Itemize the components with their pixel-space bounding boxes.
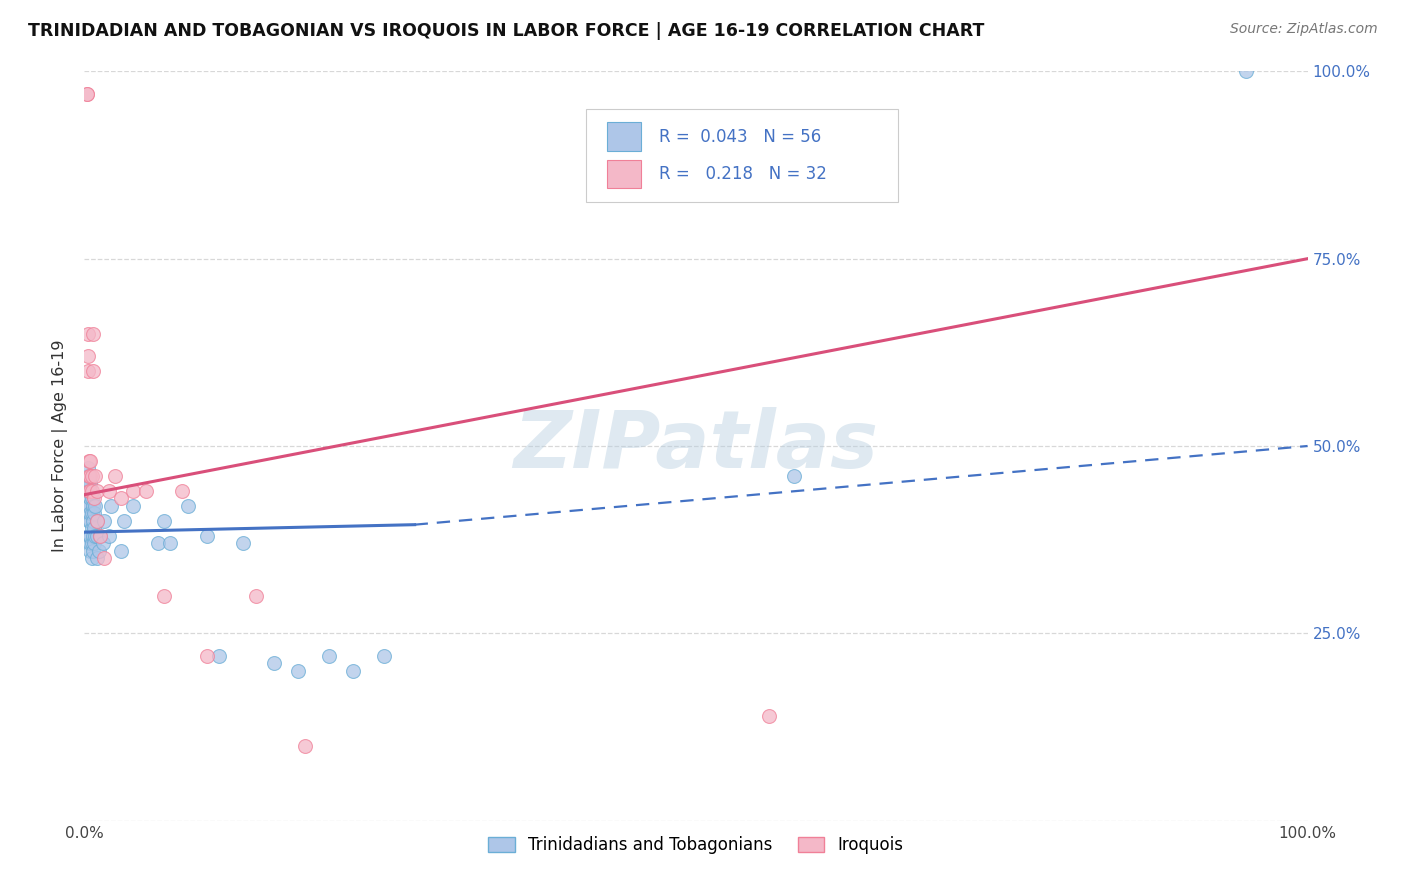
Point [104,469,127,483]
Point [87,544,110,558]
Point [79,529,101,543]
Text: ZIPatlas: ZIPatlas [513,407,879,485]
Point [294,739,316,753]
Point [77,483,100,498]
Point [80,536,103,550]
Point [86,551,108,566]
Point [79,476,101,491]
Point [84,469,107,483]
Point [122,499,145,513]
Point [83,536,105,550]
Point [84,499,107,513]
Point [263,657,285,671]
Point [153,514,176,528]
Point [77,326,100,341]
Point [318,648,340,663]
Point [83,491,105,506]
Point [77,499,100,513]
Point [76,87,98,101]
Point [80,507,103,521]
Point [80,483,103,498]
FancyBboxPatch shape [586,109,898,202]
Point [82,499,104,513]
Point [86,483,108,498]
Point [77,349,100,363]
Point [77,529,100,543]
Point [112,514,135,528]
Text: TRINIDADIAN AND TOBAGONIAN VS IROQUOIS IN LABOR FORCE | AGE 16-19 CORRELATION CH: TRINIDADIAN AND TOBAGONIAN VS IROQUOIS I… [28,22,984,40]
Point [77,469,100,483]
Point [177,499,200,513]
Point [245,589,267,603]
Point [82,529,104,543]
Text: Source: ZipAtlas.com: Source: ZipAtlas.com [1230,22,1378,37]
Point [80,521,103,535]
Bar [606,122,641,151]
Point [79,514,101,528]
Point [172,483,194,498]
Point [79,536,101,550]
Point [93,551,115,566]
Point [373,648,395,663]
Point [91,536,114,550]
Point [76,87,98,101]
Point [77,514,100,528]
Point [86,514,108,528]
Point [783,469,806,483]
Bar [606,160,641,188]
Point [195,648,218,663]
Point [79,454,101,468]
Text: R =  0.043   N = 56: R = 0.043 N = 56 [659,128,821,145]
Point [77,499,100,513]
Point [82,326,104,341]
Y-axis label: In Labor Force | Age 16-19: In Labor Force | Age 16-19 [52,340,69,552]
Point [232,536,254,550]
Point [80,551,103,566]
Point [80,469,103,483]
Point [208,648,231,663]
Point [342,664,364,678]
Point [77,469,100,483]
Point [79,544,101,558]
Point [77,461,100,475]
Text: R =   0.218   N = 32: R = 0.218 N = 32 [659,165,827,183]
Point [79,483,101,498]
Point [82,514,104,528]
Point [77,454,100,468]
Point [287,664,309,678]
Point [97,529,120,543]
Point [110,544,132,558]
Point [195,529,218,543]
Point [77,476,100,491]
Point [135,483,157,498]
Point [84,529,107,543]
Point [100,499,122,513]
Point [110,491,132,506]
Point [93,514,115,528]
Point [83,521,105,535]
Point [146,536,169,550]
Legend: Trinidadians and Tobagonians, Iroquois: Trinidadians and Tobagonians, Iroquois [482,830,910,861]
Point [97,483,120,498]
Point [86,529,108,543]
Point [77,483,100,498]
Point [86,514,108,528]
Point [1236,64,1258,78]
Point [89,529,111,543]
Point [82,364,104,378]
Point [89,529,111,543]
Point [79,491,101,506]
Point [77,364,100,378]
Point [79,469,101,483]
Point [77,483,100,498]
Point [159,536,181,550]
Point [758,708,780,723]
Point [83,507,105,521]
Point [79,507,101,521]
Point [122,483,145,498]
Point [82,544,104,558]
Point [153,589,176,603]
Point [80,491,103,506]
